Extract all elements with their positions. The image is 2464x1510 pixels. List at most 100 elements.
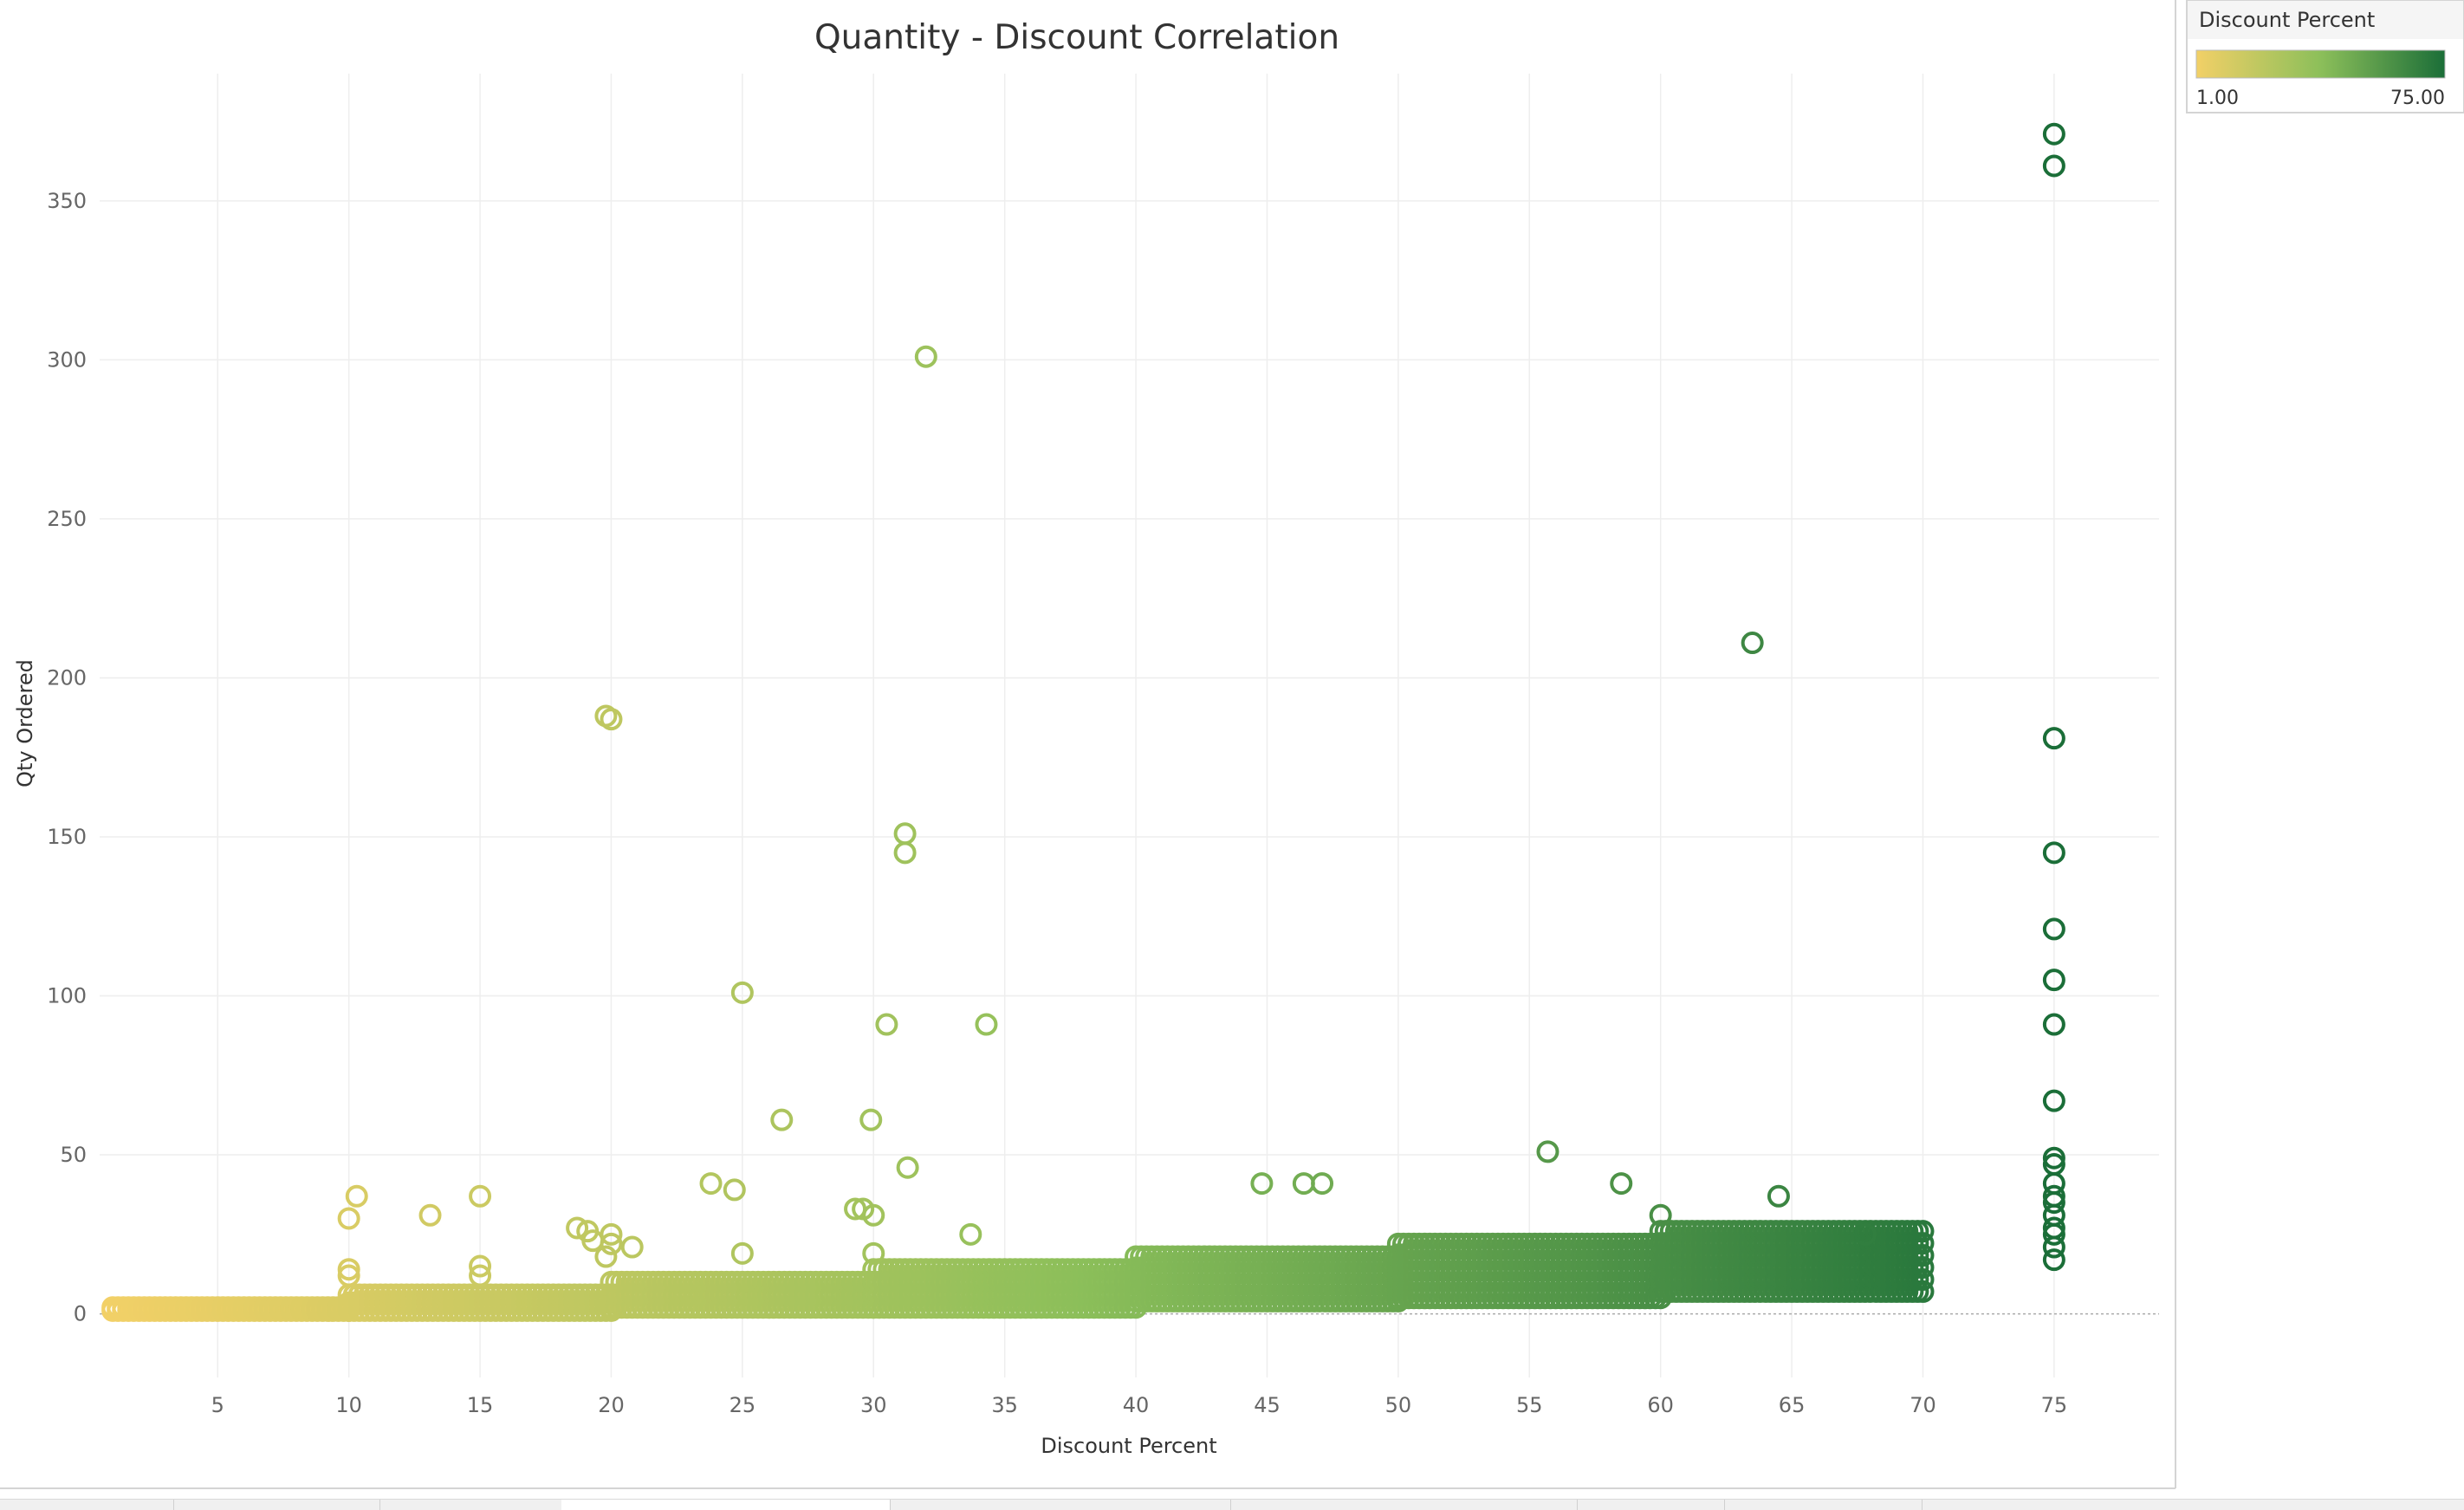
x-tick-label: 65 <box>1779 1393 1806 1417</box>
sheet-tab[interactable] <box>890 1500 1231 1510</box>
data-point <box>2042 969 2065 992</box>
sheet-tab[interactable] <box>1577 1500 1725 1510</box>
data-point <box>723 1178 746 1202</box>
data-point <box>2042 1013 2065 1036</box>
x-axis-title: Discount Percent <box>1041 1434 1216 1458</box>
y-tick-label: 100 <box>47 984 87 1008</box>
y-tick-label: 150 <box>47 825 87 849</box>
legend-max-label: 75.00 <box>2390 87 2445 109</box>
data-point <box>469 1254 492 1278</box>
x-tick-label: 15 <box>467 1393 494 1417</box>
data-point <box>893 822 917 846</box>
dense-point-band <box>101 1220 1935 1322</box>
data-point <box>1536 1140 1559 1163</box>
sheet-tab[interactable] <box>379 1500 562 1510</box>
band-point <box>1911 1267 1935 1291</box>
data-point <box>345 1184 368 1208</box>
sheet-tab[interactable] <box>1230 1500 1578 1510</box>
data-point <box>2042 727 2065 750</box>
chart-title: Quantity - Discount Correlation <box>814 18 1339 57</box>
data-point <box>859 1108 883 1131</box>
x-tick-label: 55 <box>1516 1393 1543 1417</box>
legend-min-label: 1.00 <box>2196 87 2239 109</box>
data-point <box>337 1264 360 1287</box>
data-point <box>2042 1146 2065 1170</box>
data-point <box>2042 917 2065 941</box>
band-point <box>1911 1244 1935 1267</box>
data-point <box>2042 1191 2065 1215</box>
x-tick-label: 70 <box>1910 1393 1936 1417</box>
x-tick-label: 50 <box>1385 1393 1412 1417</box>
data-point <box>875 1013 898 1036</box>
data-point <box>770 1108 794 1131</box>
data-point <box>862 1203 885 1227</box>
data-point <box>2042 1248 2065 1272</box>
x-tick-label: 35 <box>991 1393 1018 1417</box>
y-tick-label: 50 <box>60 1143 87 1167</box>
data-point <box>975 1013 998 1036</box>
x-tick-label: 25 <box>729 1393 756 1417</box>
data-point <box>2042 841 2065 865</box>
x-tick-label: 75 <box>2041 1393 2068 1417</box>
data-point <box>600 708 623 731</box>
y-tick-label: 200 <box>47 665 87 690</box>
band-point <box>1911 1255 1935 1279</box>
data-point <box>2042 154 2065 178</box>
y-axis-title: Qty Ordered <box>13 659 37 787</box>
x-tick-label: 40 <box>1123 1393 1150 1417</box>
data-point <box>566 1216 589 1240</box>
data-point <box>337 1207 360 1230</box>
data-point <box>2042 1235 2065 1259</box>
data-point <box>1610 1172 1633 1196</box>
data-point <box>699 1172 723 1196</box>
data-points <box>337 122 2065 1287</box>
x-tick-label: 5 <box>211 1393 224 1417</box>
sheet-tab[interactable] <box>0 1500 174 1510</box>
x-tick-label: 45 <box>1254 1393 1281 1417</box>
sheet-tab[interactable] <box>1724 1500 1923 1510</box>
sheet-tab[interactable] <box>173 1500 380 1510</box>
data-point <box>1292 1172 1315 1196</box>
legend-title: Discount Percent <box>2199 8 2375 32</box>
data-point <box>600 1222 623 1246</box>
grid-lines <box>100 74 2159 1377</box>
y-tick-label: 0 <box>74 1302 87 1326</box>
data-point <box>2042 1089 2065 1112</box>
axis-ticks: 5 10 15 20 25 30 35 40 45 50 55 60 65 70 75 0 50 100 150 20… <box>47 189 2067 1417</box>
data-point <box>959 1222 982 1246</box>
x-tick-label: 30 <box>860 1393 887 1417</box>
data-point <box>1311 1172 1334 1196</box>
band-point <box>1911 1280 1935 1303</box>
y-tick-label: 300 <box>47 347 87 372</box>
legend-title-bg <box>2188 1 2463 39</box>
data-point <box>1649 1203 1672 1227</box>
sheet-tab[interactable] <box>1922 1500 2464 1510</box>
color-legend: Discount Percent 1.00 75.00 <box>2186 0 2464 113</box>
sheet-tab[interactable] <box>561 1500 891 1510</box>
data-point <box>862 1241 885 1265</box>
x-tick-label: 60 <box>1647 1393 1674 1417</box>
data-point <box>469 1184 492 1208</box>
data-point <box>1741 632 1764 655</box>
data-point <box>730 1241 754 1265</box>
data-point <box>893 841 917 865</box>
data-point <box>730 981 754 1004</box>
band-point <box>1911 1220 1935 1243</box>
data-point <box>337 1258 360 1281</box>
y-tick-label: 350 <box>47 189 87 213</box>
y-tick-label: 250 <box>47 507 87 531</box>
sheet-tabs-bar <box>0 1499 2464 1510</box>
x-tick-label: 20 <box>598 1393 625 1417</box>
legend-gradient-bar <box>2195 49 2446 79</box>
data-point <box>418 1203 442 1227</box>
band-point <box>1911 1232 1935 1255</box>
data-point <box>2042 122 2065 146</box>
data-point <box>2042 1222 2065 1246</box>
data-point <box>594 1245 618 1268</box>
data-point <box>914 345 937 368</box>
data-point <box>1767 1184 1790 1208</box>
data-point <box>620 1235 644 1259</box>
data-point <box>600 1232 623 1255</box>
data-point <box>1853 1222 1877 1246</box>
